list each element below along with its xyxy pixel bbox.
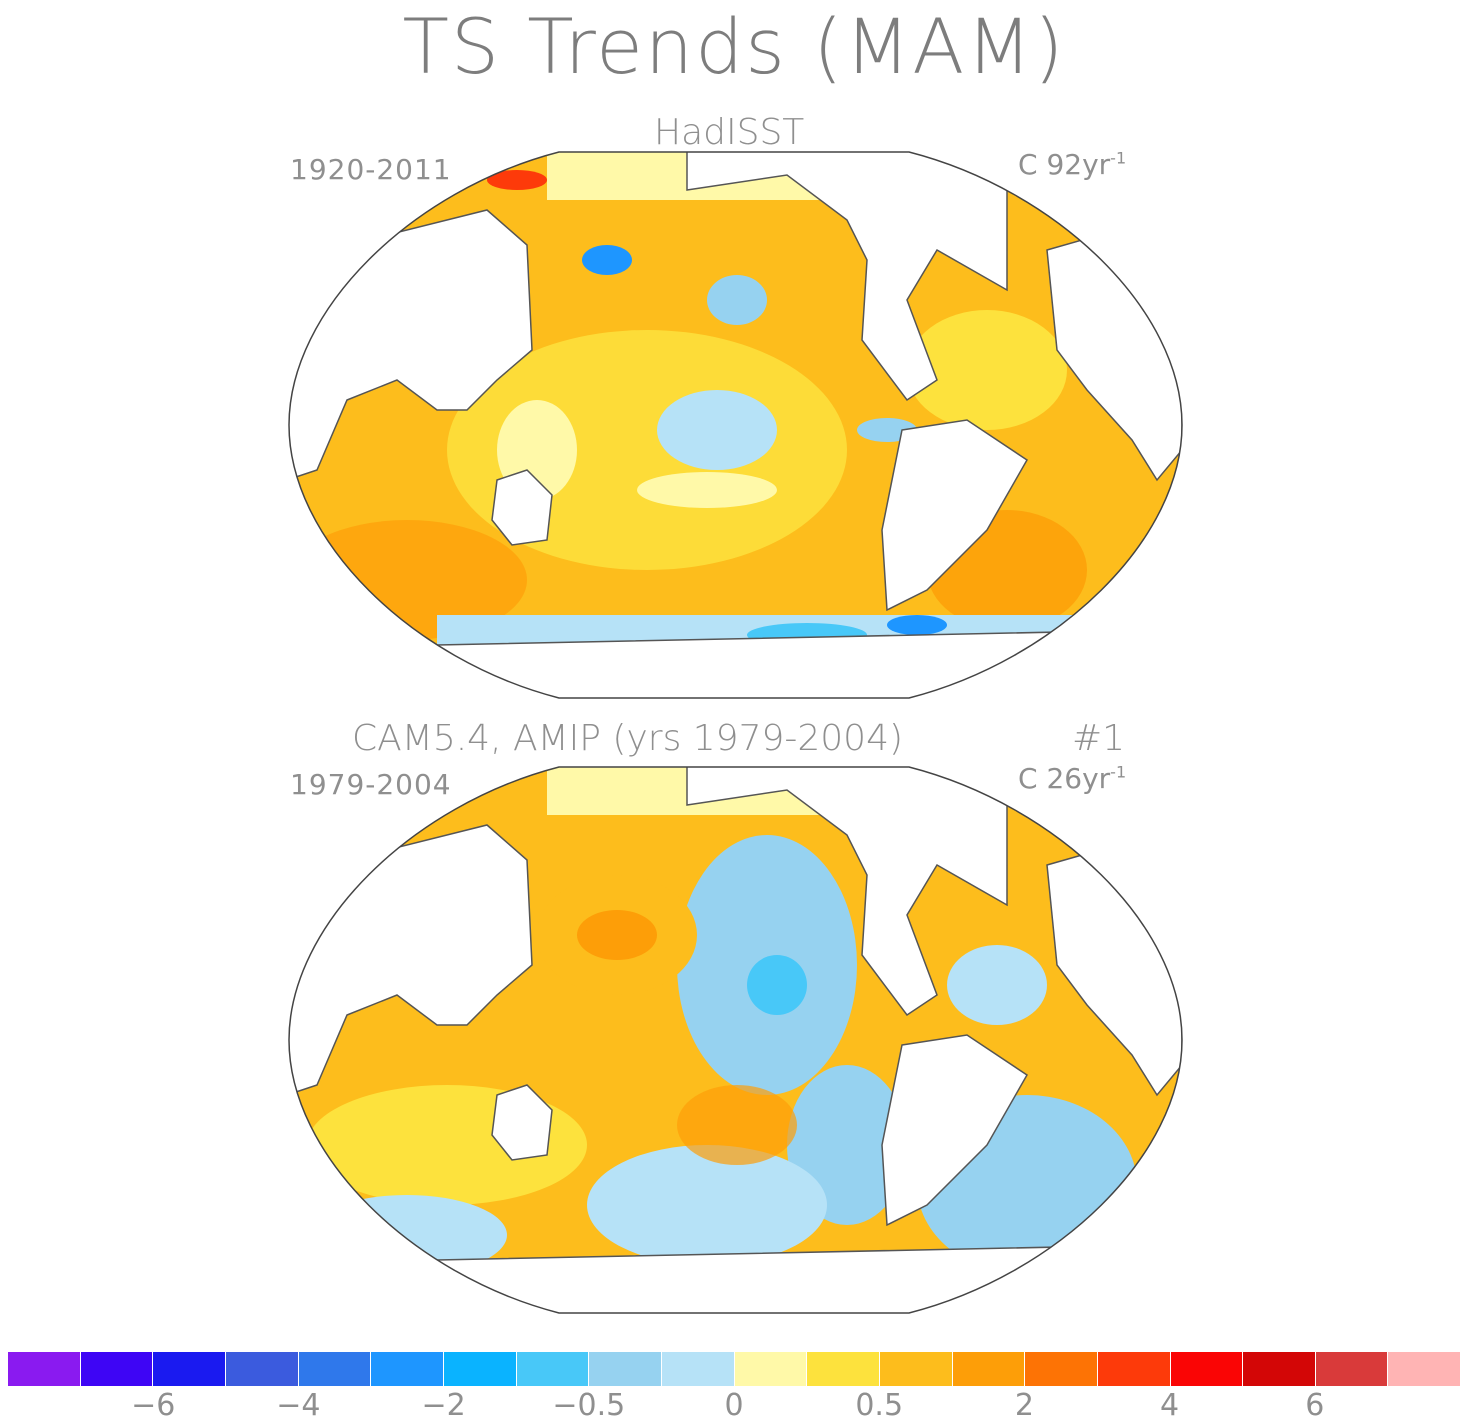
- colorbar-tick-label: 6: [1305, 1388, 1325, 1423]
- colorbar-swatch: [371, 1352, 444, 1386]
- panel-1-period: 1920-2011: [290, 153, 452, 186]
- colorbar: [8, 1352, 1461, 1386]
- colorbar-swatch: [1388, 1352, 1461, 1386]
- colorbar-swatch: [952, 1352, 1026, 1386]
- panel-2-title: CAM5.4, AMIP (yrs 1979-2004): [352, 718, 904, 759]
- colorbar-tick-label: 0.5: [855, 1388, 904, 1423]
- map-cam54-amip: [288, 766, 1183, 1314]
- colorbar-swatch: [807, 1352, 880, 1386]
- colorbar-tick-label: −6: [131, 1388, 176, 1423]
- panel-1-title: HadISST: [654, 112, 805, 153]
- colorbar-swatch: [8, 1352, 81, 1386]
- panel-2-member: #1: [1072, 718, 1126, 759]
- figure-title: TS Trends (MAM): [402, 2, 1066, 91]
- colorbar-swatch: [1315, 1352, 1389, 1386]
- colorbar-swatch: [298, 1352, 372, 1386]
- colorbar-swatch: [661, 1352, 735, 1386]
- map-hadisst: [288, 151, 1183, 699]
- panel-2-units: C 26yr-1: [1018, 762, 1127, 795]
- colorbar-tick-label: 0: [724, 1388, 744, 1423]
- colorbar-swatch: [153, 1352, 226, 1386]
- colorbar-swatch: [443, 1352, 517, 1386]
- panel-2-period: 1979-2004: [290, 768, 452, 801]
- panel-1-units: C 92yr-1: [1018, 148, 1127, 181]
- colorbar-swatch: [80, 1352, 154, 1386]
- colorbar-swatch: [225, 1352, 299, 1386]
- colorbar-tick-label: −0.5: [552, 1388, 626, 1423]
- colorbar-swatch: [1170, 1352, 1244, 1386]
- colorbar-swatch: [516, 1352, 590, 1386]
- colorbar-tick-label: 2: [1014, 1388, 1034, 1423]
- colorbar-swatch: [1025, 1352, 1098, 1386]
- colorbar-swatch: [589, 1352, 662, 1386]
- colorbar-swatch: [734, 1352, 808, 1386]
- colorbar-swatch: [1097, 1352, 1171, 1386]
- colorbar-tick-label: 4: [1160, 1388, 1180, 1423]
- colorbar-swatch: [1243, 1352, 1316, 1386]
- colorbar-tick-label: −2: [421, 1388, 466, 1423]
- colorbar-tick-label: −4: [276, 1388, 321, 1423]
- colorbar-swatch: [879, 1352, 953, 1386]
